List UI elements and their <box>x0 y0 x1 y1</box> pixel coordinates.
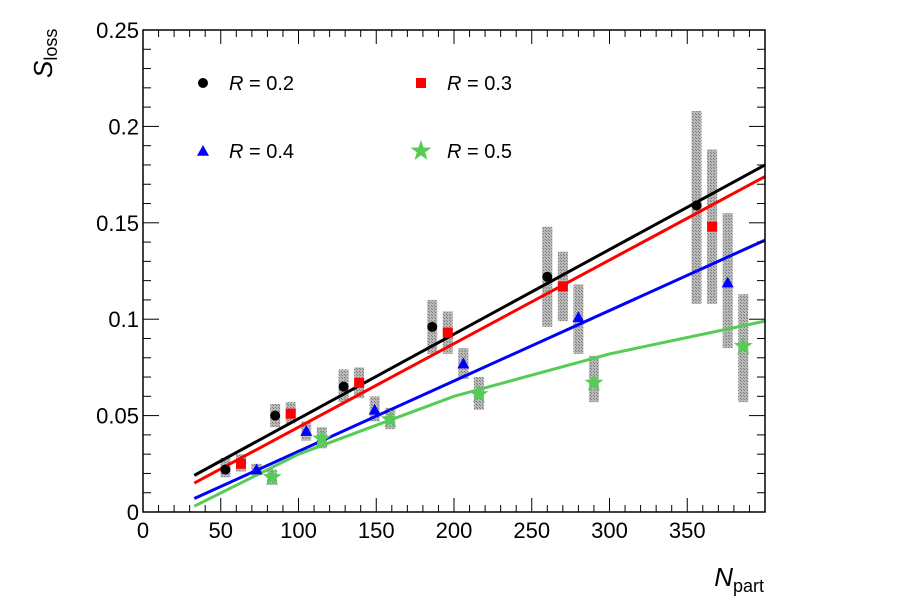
data-point <box>572 311 585 323</box>
systematic-uncertainty-layer <box>220 110 749 486</box>
data-point <box>721 276 734 288</box>
y-tick-label: 0.1 <box>108 307 139 332</box>
data-point <box>262 467 282 486</box>
y-tick-label: 0 <box>127 500 139 525</box>
data-point <box>235 458 246 469</box>
fit-curve <box>193 175 766 485</box>
legend-marker <box>416 78 426 88</box>
y-tick-label: 0.15 <box>96 211 139 236</box>
data-point <box>300 425 313 436</box>
data-point <box>691 200 702 211</box>
y-tick-label: 0.25 <box>96 18 139 43</box>
data-point <box>380 409 400 428</box>
x-tick-label: 100 <box>280 518 317 543</box>
legend: R = 0.2 R = 0.3 R = 0.4 R = 0.5 <box>197 73 512 163</box>
data-point <box>220 464 231 475</box>
data-point <box>427 321 438 332</box>
y-axis-title: Sloss <box>28 29 61 78</box>
y-tick-label: 0.2 <box>108 114 139 139</box>
legend-marker <box>198 78 208 88</box>
data-point <box>338 381 349 392</box>
x-tick-label: 200 <box>436 518 473 543</box>
legend-entry: R = 0.2 <box>229 73 294 95</box>
data-point <box>542 271 553 282</box>
legend-entry: R = 0.5 <box>447 141 512 163</box>
axis-ticks <box>142 29 766 513</box>
tick-labels: 0 50 100 150 200 250 300 350 0 0.05 0.1 0.15 0.2 0.25 <box>96 18 705 543</box>
data-point <box>285 408 296 419</box>
plot-frame <box>142 29 766 513</box>
data-point-layer <box>220 200 753 486</box>
fit-curve <box>193 163 766 477</box>
x-tick-label: 300 <box>591 518 628 543</box>
data-point <box>457 357 470 369</box>
data-point <box>442 327 453 338</box>
data-point <box>557 281 568 292</box>
fit-curve <box>193 238 766 500</box>
x-tick-label: 150 <box>358 518 395 543</box>
data-point <box>707 221 718 232</box>
legend-marker <box>410 140 432 160</box>
x-tick-label: 0 <box>137 518 149 543</box>
data-point <box>250 463 263 475</box>
data-point <box>584 372 604 391</box>
legend-marker <box>197 145 209 156</box>
legend-entry: R = 0.3 <box>447 73 512 95</box>
data-point <box>270 410 281 421</box>
data-point <box>312 428 332 447</box>
y-tick-label: 0.05 <box>96 404 139 429</box>
x-axis-title: Npart <box>714 562 764 596</box>
data-point <box>368 403 381 415</box>
x-tick-label: 350 <box>669 518 706 543</box>
data-point <box>733 336 753 355</box>
x-tick-label: 250 <box>513 518 550 543</box>
x-tick-label: 50 <box>209 518 233 543</box>
legend-entry: R = 0.4 <box>229 141 294 163</box>
data-point <box>354 377 365 388</box>
data-point <box>469 384 489 403</box>
fit-curve <box>193 319 766 508</box>
fit-curve-layer <box>193 163 766 508</box>
